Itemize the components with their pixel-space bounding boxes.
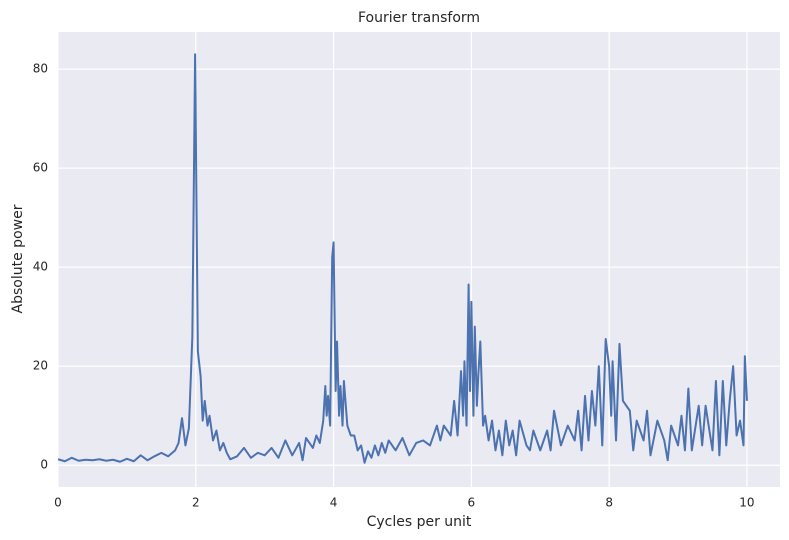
y-tick-label: 20 bbox=[33, 359, 48, 373]
y-tick-label: 0 bbox=[40, 458, 48, 472]
x-tick-label: 8 bbox=[605, 496, 613, 510]
x-tick-label: 2 bbox=[192, 496, 200, 510]
y-tick-label: 40 bbox=[33, 260, 48, 274]
chart-title: Fourier transform bbox=[358, 10, 480, 26]
y-tick-label: 80 bbox=[33, 62, 48, 76]
x-tick-label: 10 bbox=[739, 496, 754, 510]
x-tick-label: 6 bbox=[468, 496, 476, 510]
y-axis-label: Absolute power bbox=[10, 204, 26, 313]
x-axis-label: Cycles per unit bbox=[367, 514, 472, 530]
x-tick-label: 4 bbox=[330, 496, 338, 510]
data-line bbox=[57, 53, 748, 464]
plot-area bbox=[58, 32, 780, 487]
x-tick-label: 0 bbox=[54, 496, 62, 510]
y-tick-label: 60 bbox=[33, 161, 48, 175]
